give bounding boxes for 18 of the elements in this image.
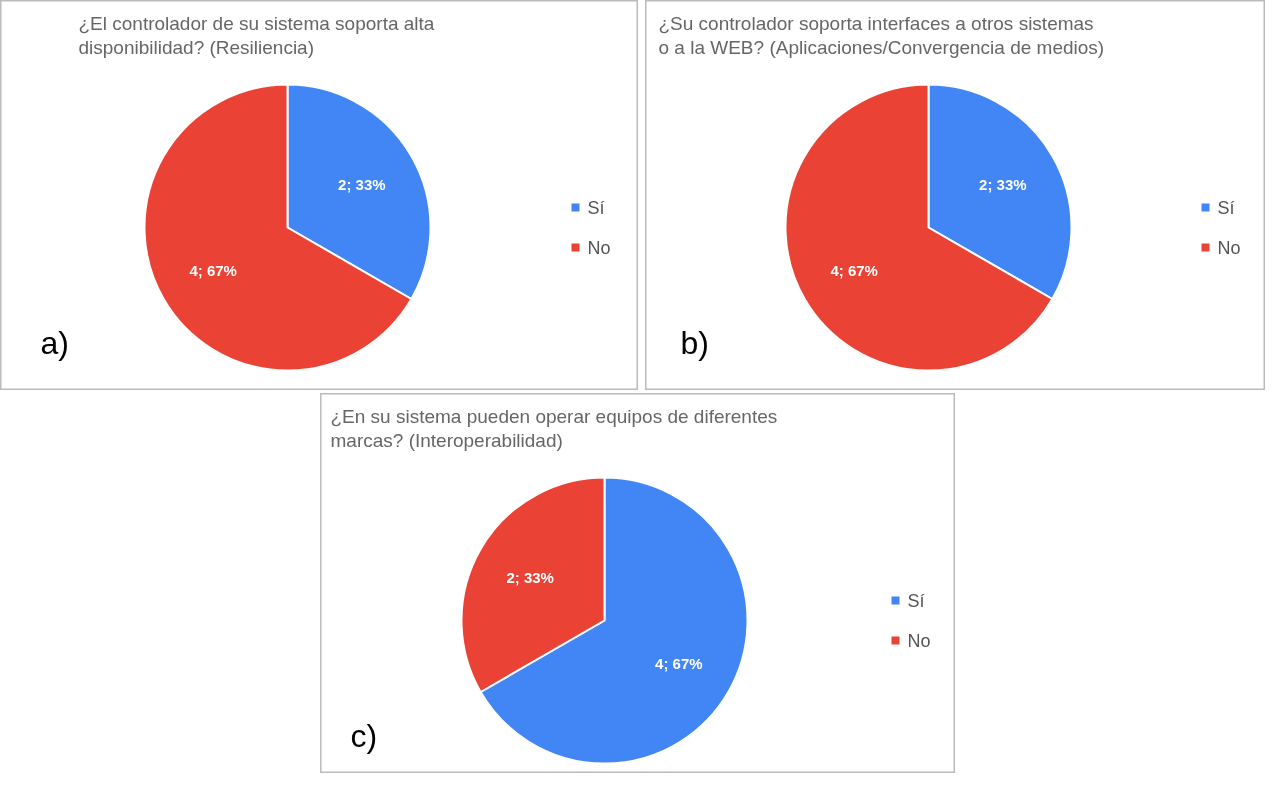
chart-title: ¿Su controlador soporta interfaces a otros sistemas o a la WEB? (Aplicaciones/Convergencia de medios)	[658, 12, 1105, 58]
data-label: 2; 33%	[506, 569, 554, 587]
text: a)	[40, 324, 69, 361]
data-label: 2; 33%	[338, 176, 386, 194]
text: c)	[350, 717, 378, 754]
legend-label: Sí	[907, 590, 925, 611]
legend-label: No	[1217, 237, 1241, 258]
legend-label: No	[907, 630, 931, 651]
chart-title: ¿En su sistema pueden operar equipos de diferentes marcas? (Interoperabilidad)	[330, 405, 778, 451]
chart-title: ¿El controlador de su sistema soporta alta disponibilidad? (Resiliencia)	[78, 12, 435, 58]
text: b)	[680, 324, 709, 361]
data-label: 4; 67%	[189, 261, 237, 279]
data-label: 2; 33%	[979, 176, 1027, 194]
legend-label: Sí	[1217, 197, 1235, 218]
legend-label: Sí	[587, 197, 605, 218]
legend-label: No	[587, 237, 611, 258]
data-label: 4; 67%	[830, 261, 878, 279]
data-label: 4; 67%	[655, 654, 703, 672]
